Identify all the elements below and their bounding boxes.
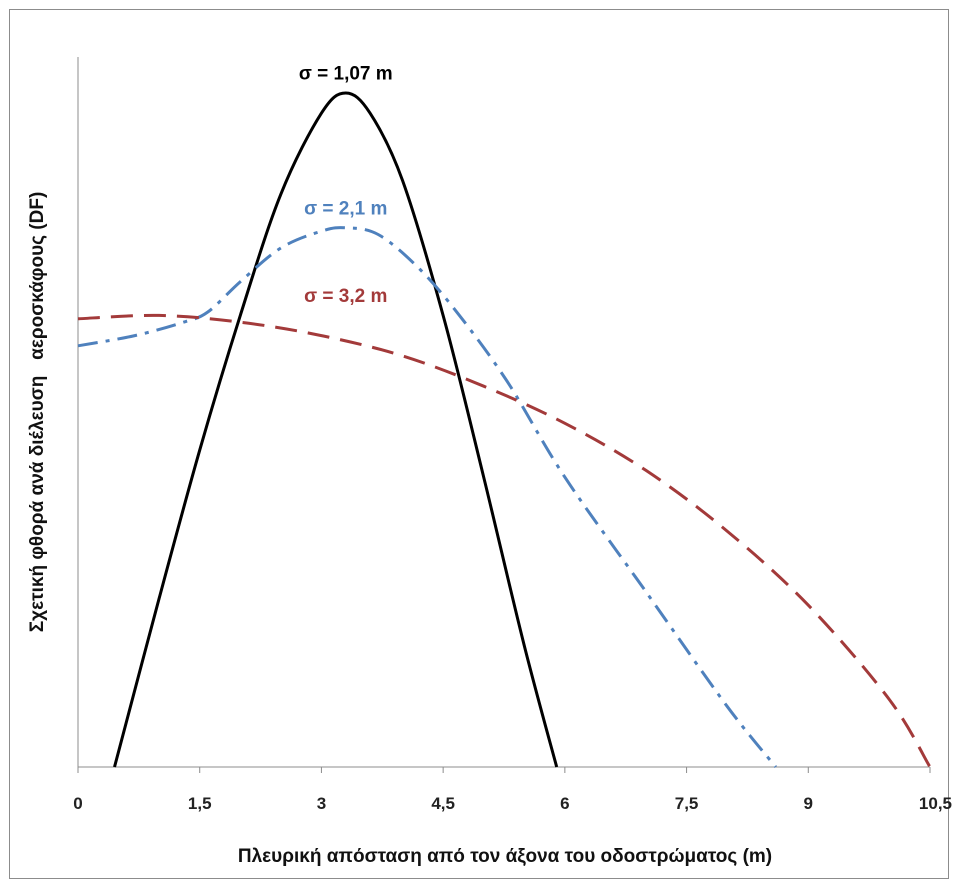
x-tick-label: 1,5 (188, 794, 212, 813)
series-annotation-2: σ = 2,1 m (304, 198, 387, 219)
x-tick-label: 0 (73, 794, 82, 813)
series-annotation-1: σ = 1,07 m (299, 64, 393, 85)
series-line-3 (77, 313, 932, 768)
chart-frame (9, 9, 949, 879)
x-tick-label: 4,5 (431, 794, 455, 813)
series-line-1 (113, 91, 559, 768)
x-axis-title: Πλευρική απόσταση από τον άξονα του οδοσ… (238, 846, 772, 867)
series-curves (77, 91, 932, 768)
x-tick-label: 3 (317, 794, 326, 813)
series-annotation-3: σ = 3,2 m (304, 286, 387, 307)
y-axis-title: Σχετική φθορά ανά διέλευση αεροσκάφους (… (27, 192, 48, 633)
x-tick-label: 6 (560, 794, 569, 813)
x-tick-label: 10,5 (919, 794, 952, 813)
x-tick-label: 9 (804, 794, 813, 813)
series-line-2 (77, 226, 777, 768)
x-ticks: 0 1,5 3 4,5 6 7,5 9 10,5 (73, 767, 952, 813)
series-annotations: σ = 1,07 m σ = 2,1 m σ = 3,2 m (299, 64, 393, 307)
x-tick-label: 7,5 (675, 794, 699, 813)
